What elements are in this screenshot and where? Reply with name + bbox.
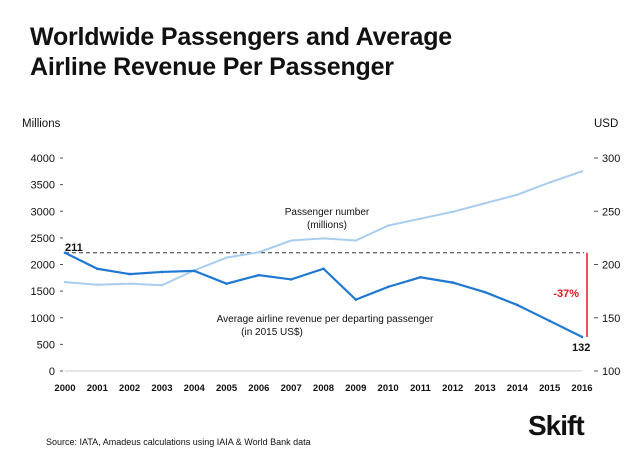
x-tick-label: 2011 [410, 383, 431, 394]
chart-title-line-2: Airline Revenue Per Passenger [30, 53, 394, 81]
passenger-point [63, 280, 67, 284]
revenue-point [386, 285, 390, 289]
x-tick-label: 2013 [474, 383, 495, 394]
right-axis-unit: USD [594, 118, 619, 130]
left-axis-unit: Millions [22, 118, 61, 130]
revenue-point [548, 319, 551, 323]
x-tick-label: 2014 [507, 383, 529, 394]
passenger-point [483, 202, 487, 205]
x-tick-label: 2000 [54, 383, 75, 394]
revenue-point [483, 290, 487, 294]
passenger-point [160, 284, 164, 287]
passenger-point [225, 256, 228, 259]
revenue-point [128, 272, 131, 276]
revenue-point [516, 303, 519, 307]
passenger-point [386, 224, 390, 227]
passenger-point [128, 282, 131, 285]
left-tick-label: 500 [37, 339, 55, 351]
chart-title: Worldwide Passengers and Average Airline… [30, 22, 452, 82]
left-tick-label: 4000 [31, 153, 55, 165]
end-value-label: 132 [572, 342, 590, 354]
left-tick-label: 2000 [31, 260, 55, 272]
left-tick-label: 0 [49, 366, 55, 378]
x-tick-label: 2006 [248, 383, 269, 394]
x-tick-label: 2007 [281, 383, 302, 394]
revenue-point [96, 267, 99, 271]
x-tick-label: 2008 [313, 383, 334, 394]
left-tick-label: 3000 [31, 206, 55, 218]
revenue-point [192, 269, 196, 273]
passenger-point [516, 193, 519, 196]
x-tick-label: 2009 [345, 383, 366, 394]
x-tick-label: 2012 [442, 383, 463, 394]
revenue-point [322, 267, 325, 271]
left-tick-label: 2500 [31, 233, 55, 245]
revenue-point [63, 251, 67, 255]
passenger-point [322, 237, 325, 240]
revenue-series-label: Average airline revenue per departing pa… [217, 314, 434, 325]
right-tick-label: 200 [602, 260, 620, 272]
x-tick-label: 2004 [184, 383, 206, 394]
x-tick-label: 2001 [87, 383, 109, 394]
skift-logo: Skift [528, 410, 585, 441]
passenger-point [548, 181, 551, 184]
revenue-point [225, 282, 228, 285]
left-tick-label: 1500 [31, 286, 55, 298]
passenger-point [451, 210, 454, 213]
chart-title-line-1: Worldwide Passengers and Average [30, 23, 452, 51]
passenger-point [257, 251, 261, 254]
right-tick-label: 100 [602, 366, 620, 378]
revenue-point [289, 278, 293, 281]
right-tick-label: 250 [602, 206, 620, 218]
revenue-point [419, 275, 422, 279]
source-note: Source: IATA, Amadeus calculations using… [46, 437, 311, 447]
revenue-point [354, 298, 358, 301]
revenue-point [451, 281, 455, 284]
revenue-point [160, 270, 164, 274]
passenger-point [354, 239, 358, 242]
passenger-series-label-unit: (millions) [307, 220, 347, 231]
revenue-point [580, 335, 584, 339]
x-tick-label: 2002 [119, 383, 140, 394]
x-tick-label: 2003 [151, 383, 172, 394]
passenger-point [580, 170, 584, 173]
start-value-label: 211 [65, 242, 83, 254]
revenue-series-label-unit: (in 2015 US$) [241, 327, 303, 338]
passenger-point [96, 283, 99, 286]
left-tick-label: 3500 [31, 180, 55, 192]
change-percent-label: -37% [553, 288, 579, 300]
right-tick-label: 150 [602, 313, 620, 325]
right-tick-label: 300 [602, 153, 620, 165]
x-tick-label: 2010 [378, 383, 399, 394]
revenue-point [257, 273, 261, 277]
left-tick-label: 1000 [31, 313, 55, 325]
passenger-point [289, 239, 293, 242]
passenger-series-label: Passenger number [285, 207, 370, 218]
x-tick-label: 2005 [216, 383, 238, 394]
x-tick-label: 2016 [571, 383, 592, 394]
passenger-point [419, 217, 422, 220]
x-tick-label: 2015 [539, 383, 561, 394]
